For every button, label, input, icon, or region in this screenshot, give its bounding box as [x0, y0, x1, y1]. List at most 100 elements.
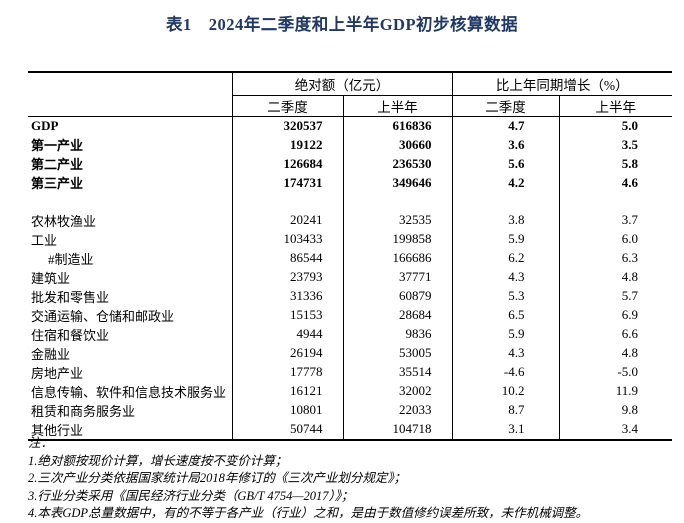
row-label: 交通运输、仓储和邮政业	[31, 308, 175, 324]
sub-header-row: 二季度 上半年 二季度 上半年	[28, 95, 672, 117]
growth-group-header: 比上年同期增长（%）	[451, 73, 672, 96]
pct-q2-cell: 5.9	[451, 324, 559, 344]
pct-h1-cell: 6.9	[558, 305, 672, 325]
abs-h1-cell: 28684	[342, 305, 452, 325]
pct-h1-cell: 5.0	[558, 116, 672, 136]
note-item: 2.三次产业分类依据国家统计局2018年修订的《三次产业划分规定》；	[28, 471, 407, 486]
row-label: 工业	[31, 232, 58, 248]
abs-h1-cell: 616836	[342, 116, 452, 136]
table-row: 第一产业 19122 30660 3.6 3.5	[28, 135, 672, 155]
abs-q2-header: 二季度	[231, 95, 343, 117]
abs-h1-cell: 60879	[342, 286, 452, 306]
table-row: 其他行业 50744 104718 3.1 3.4	[28, 419, 672, 439]
abs-h1-cell: 349646	[342, 173, 452, 193]
note-item: 3.行业分类采用《国民经济行业分类（GB/T 4754—2017）》；	[28, 488, 354, 503]
pct-q2-cell: 10.2	[451, 381, 559, 401]
pct-q2-cell: 4.3	[451, 343, 559, 363]
notes-heading: 注：	[28, 436, 54, 450]
footnotes: 注： 1.绝对额按现价计算，增长速度按不变价计算； 2.三次产业分类依据国家统计…	[28, 435, 676, 523]
abs-h1-cell	[342, 192, 452, 211]
abs-q2-cell: 17778	[231, 362, 343, 382]
gdp-table-container: 绝对额（亿元） 比上年同期增长（%） 二季度 上半年 二季度 上半年 GDP 3…	[28, 71, 672, 441]
pct-h1-cell: 4.8	[558, 343, 672, 363]
abs-q2-cell: 26194	[231, 343, 343, 363]
note-item: 1.绝对额按现价计算，增长速度按不变价计算；	[28, 453, 288, 468]
pct-h1-cell: 4.8	[558, 267, 672, 287]
abs-q2-cell: 174731	[231, 173, 343, 193]
pct-q2-cell: 6.5	[451, 305, 559, 325]
abs-h1-cell: 199858	[342, 229, 452, 249]
abs-h1-cell: 236530	[342, 154, 452, 174]
abs-h1-cell: 32002	[342, 381, 452, 401]
abs-q2-cell: 320537	[231, 116, 343, 136]
indicator-column-header	[28, 73, 232, 117]
abs-h1-cell: 22033	[342, 400, 452, 420]
abs-q2-cell: 16121	[231, 381, 343, 401]
pct-q2-cell: 3.1	[451, 419, 559, 439]
table-row: 第三产业 174731 349646 4.2 4.6	[28, 173, 672, 193]
abs-q2-cell: 86544	[231, 248, 343, 268]
abs-q2-cell: 50744	[231, 419, 343, 439]
pct-h1-cell: 5.8	[558, 154, 672, 174]
table-row: 金融业 26194 53005 4.3 4.8	[28, 343, 672, 363]
abs-q2-cell: 23793	[231, 267, 343, 287]
spacer-row	[28, 192, 672, 211]
pct-h1-cell: 3.5	[558, 135, 672, 155]
pct-h1-cell: 3.4	[558, 419, 672, 439]
row-label: 农林牧渔业	[31, 213, 97, 229]
table-row: #制造业 86544 166686 6.2 6.3	[28, 248, 672, 268]
abs-h1-cell: 30660	[342, 135, 452, 155]
abs-h1-cell: 53005	[342, 343, 452, 363]
row-label: 金融业	[31, 346, 71, 362]
pct-q2-cell: 3.6	[451, 135, 559, 155]
row-label: 第二产业	[31, 157, 84, 173]
row-label: 其他行业	[31, 422, 84, 438]
pct-h1-cell: 9.8	[558, 400, 672, 420]
table-row: 农林牧渔业 20241 32535 3.8 3.7	[28, 210, 672, 230]
pct-h1-cell: -5.0	[558, 362, 672, 382]
note-item: 4.本表GDP总量数据中，有的不等于各产业（行业）之和，是由于数值修约误差所致，…	[28, 506, 589, 521]
abs-q2-cell: 4944	[231, 324, 343, 344]
table-row: 租赁和商务服务业 10801 22033 8.7 9.8	[28, 400, 672, 420]
pct-h1-cell: 6.6	[558, 324, 672, 344]
pct-q2-cell: 5.9	[451, 229, 559, 249]
pct-q2-cell: -4.6	[451, 362, 559, 382]
pct-q2-cell: 3.8	[451, 210, 559, 230]
table-row: 信息传输、软件和信息技术服务业 16121 32002 10.2 11.9	[28, 381, 672, 401]
pct-q2-cell: 6.2	[451, 248, 559, 268]
pct-h1-cell: 6.3	[558, 248, 672, 268]
table-row: 交通运输、仓储和邮政业 15153 28684 6.5 6.9	[28, 305, 672, 325]
abs-h1-cell: 166686	[342, 248, 452, 268]
gdp-table: 绝对额（亿元） 比上年同期增长（%） 二季度 上半年 二季度 上半年 GDP 3…	[28, 73, 672, 439]
abs-q2-cell: 20241	[231, 210, 343, 230]
pct-q2-cell	[451, 192, 559, 211]
table-row: 工业 103433 199858 5.9 6.0	[28, 229, 672, 249]
abs-q2-cell: 31336	[231, 286, 343, 306]
pct-q2-cell: 4.2	[451, 173, 559, 193]
abs-h1-cell: 104718	[342, 419, 452, 439]
row-label: 房地产业	[31, 365, 84, 381]
pct-h1-cell: 6.0	[558, 229, 672, 249]
pct-h1-cell: 4.6	[558, 173, 672, 193]
pct-h1-cell: 3.7	[558, 210, 672, 230]
abs-q2-cell: 126684	[231, 154, 343, 174]
table-row: 第二产业 126684 236530 5.6 5.8	[28, 154, 672, 174]
pct-h1-cell: 11.9	[558, 381, 672, 401]
row-label: 租赁和商务服务业	[31, 403, 136, 419]
table-row: 住宿和餐饮业 4944 9836 5.9 6.6	[28, 324, 672, 344]
row-label: 第三产业	[31, 176, 84, 192]
table-title: 表1 2024年二季度和上半年GDP初步核算数据	[165, 15, 519, 34]
pct-h1-cell: 5.7	[558, 286, 672, 306]
pct-q2-cell: 4.3	[451, 267, 559, 287]
pct-q2-cell: 8.7	[451, 400, 559, 420]
abs-q2-cell: 103433	[231, 229, 343, 249]
row-label: 住宿和餐饮业	[31, 327, 110, 343]
table-row: GDP 320537 616836 4.7 5.0	[28, 116, 672, 136]
pct-q2-cell: 5.6	[451, 154, 559, 174]
pct-q2-cell: 5.3	[451, 286, 559, 306]
row-label: 建筑业	[31, 270, 71, 286]
row-label: GDP	[31, 118, 59, 134]
pct-q2-cell: 4.7	[451, 116, 559, 136]
table-row: 批发和零售业 31336 60879 5.3 5.7	[28, 286, 672, 306]
